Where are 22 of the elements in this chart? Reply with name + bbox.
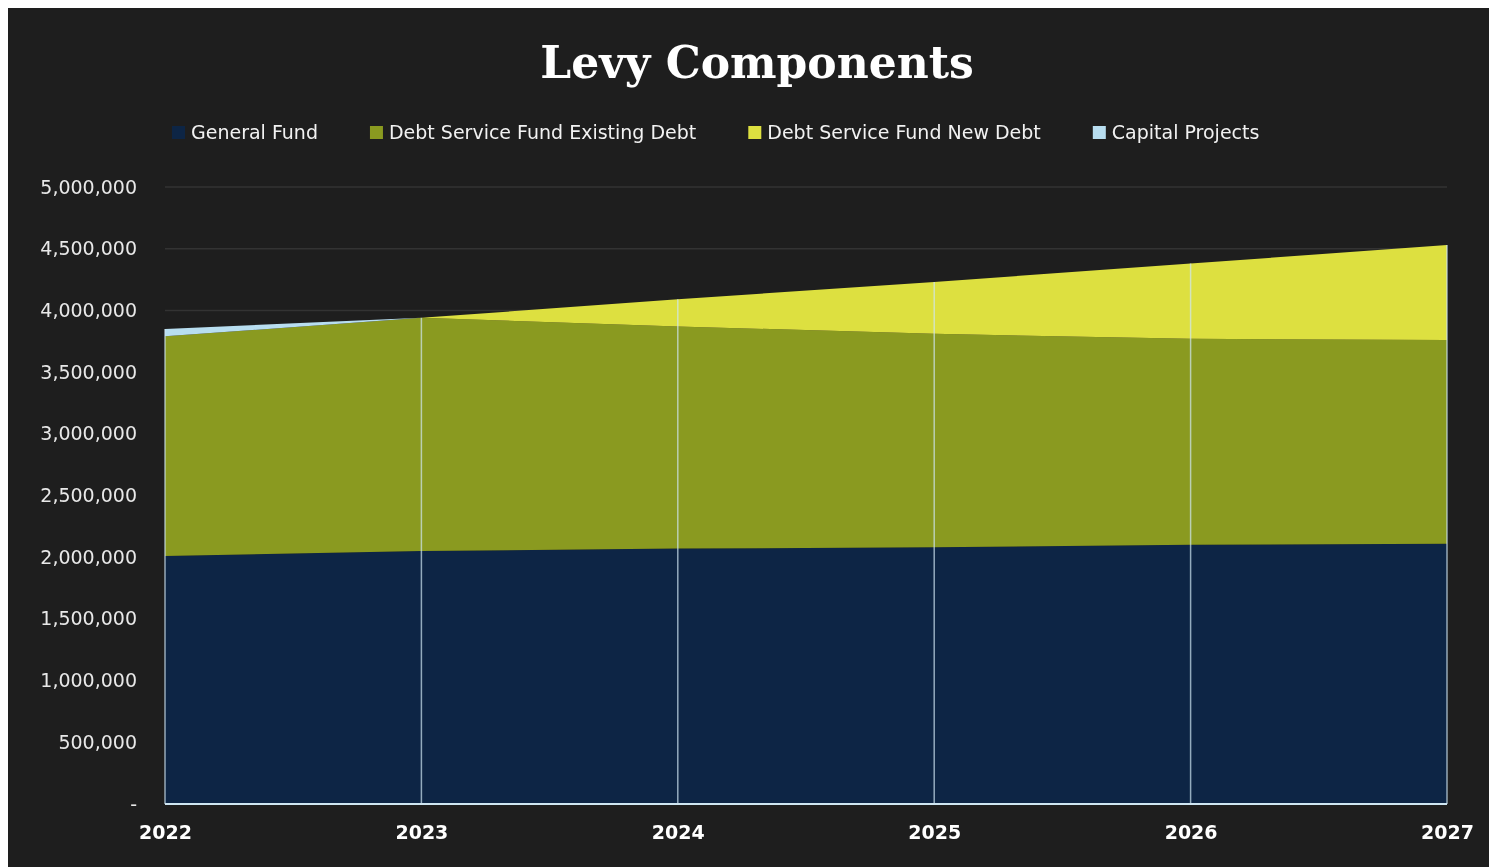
y-tick-label: 1,500,000 [40,607,137,630]
y-tick-label: 2,000,000 [40,545,137,568]
y-tick-label: 4,000,000 [40,298,137,321]
y-tick-label: 500,000 [58,730,137,753]
y-tick-label: 1,000,000 [40,669,137,692]
x-tick-label: 2026 [1164,821,1218,844]
x-tick-label: 2027 [1421,821,1474,844]
legend-label: Capital Projects [1111,121,1260,143]
y-tick-label: 3,500,000 [40,360,137,383]
y-tick-label: 4,500,000 [40,237,137,260]
x-tick-label: 2023 [395,821,449,844]
y-tick-label: 3,000,000 [40,422,137,445]
x-tick-label: 2024 [651,821,705,844]
y-tick-label: - [130,792,137,815]
legend-label: Debt Service Fund Existing Debt [388,121,697,143]
legend-label: Debt Service Fund New Debt [767,121,1041,143]
x-tick-label: 2025 [908,821,962,844]
legend-label: General Fund [191,121,318,143]
chart-title: Levy Components [540,37,974,88]
x-tick-label: 2022 [139,821,192,844]
y-tick-label: 2,500,000 [40,484,137,507]
y-tick-label: 5,000,000 [40,175,137,198]
